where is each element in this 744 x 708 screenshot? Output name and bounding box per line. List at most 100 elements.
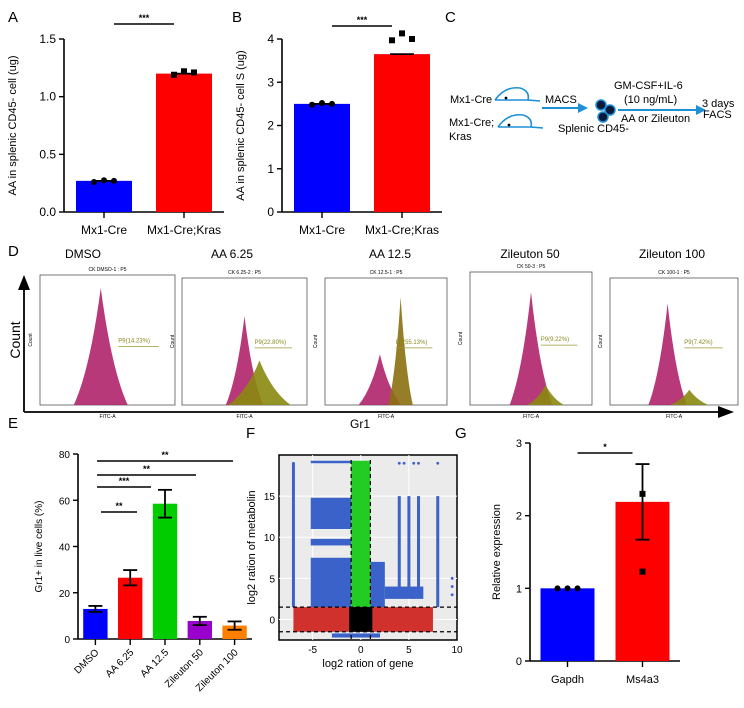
bar	[76, 180, 132, 212]
scatter-cluster	[310, 538, 352, 546]
bar	[374, 54, 430, 213]
scatter-point	[292, 461, 295, 465]
y-tick-label: 2	[516, 511, 522, 523]
y-axis-label-count: Count	[598, 334, 604, 348]
data-point	[574, 585, 581, 592]
panel-d-flow: DMSO CK DMSO-1 : P5 P9(14.23%) FITC-A Count A…	[7, 247, 739, 431]
x-tick-label: 5	[406, 645, 412, 656]
arrow-head-icon	[18, 275, 30, 290]
cells-icon	[595, 99, 616, 123]
bar	[156, 73, 212, 212]
y-axis-label-count: Count	[170, 334, 176, 348]
scatter-column	[397, 496, 401, 595]
step-macs: MACS	[545, 94, 577, 106]
count-axis-label: Count	[7, 321, 23, 358]
x-tick-label: 10	[451, 645, 463, 656]
mouse-icon	[497, 113, 544, 129]
histogram-header: CK 6.25-2 : P5	[228, 270, 261, 276]
data-point	[554, 585, 561, 592]
x-tick-label: Mx1-Cre;Kras	[365, 223, 439, 237]
histogram-header: CK 12.5-1 : P5	[370, 270, 403, 276]
arrow-icon	[542, 103, 588, 113]
y-tick-label: 2	[267, 119, 274, 133]
data-point	[171, 71, 177, 78]
panel-label-b: B	[232, 9, 242, 26]
x-axis-label: FITC-A	[378, 414, 395, 420]
scatter-point	[450, 585, 454, 588]
y-tick-label: 0	[267, 205, 274, 219]
scatter-point	[436, 461, 440, 465]
scatter-cluster	[384, 586, 424, 599]
significance-label: ***	[119, 476, 130, 486]
y-tick-label: 1	[516, 583, 522, 595]
scatter-point	[450, 593, 454, 597]
y-tick-label: 15	[264, 492, 276, 503]
y-tick-label: 60	[59, 496, 71, 507]
data-point	[639, 568, 646, 575]
scatter-point	[450, 576, 454, 580]
panel-label-a: A	[8, 9, 18, 26]
scatter-point	[402, 461, 406, 465]
x-axis-label: FITC-A	[99, 414, 116, 420]
mouse-label-mx1cre: Mx1-Cre	[450, 94, 492, 106]
x-axis-label: FITC-A	[666, 414, 683, 420]
chart-a: 0.0 0.5 1.0 1.5 AA in splenic CD45- cell (ug…	[7, 13, 224, 237]
scatter-point	[412, 461, 416, 465]
scatter-cluster	[310, 497, 352, 529]
scatter-cluster	[310, 557, 352, 608]
histogram-peak	[388, 297, 413, 405]
arrow-head-icon	[718, 406, 734, 418]
significance-label: **	[115, 501, 123, 511]
histogram-header: CK 100-1 : P5	[658, 270, 690, 276]
x-axis-label: log2 ration of gene	[322, 658, 413, 670]
bar	[540, 588, 595, 661]
significance-label: **	[143, 464, 151, 474]
scatter-point	[397, 461, 401, 465]
significance-label: ***	[139, 13, 150, 23]
chart-e: 0 20 40 60 80 Gr1+ in live cells (%) DMSO AA 6.…	[34, 450, 252, 694]
x-tick-label: AA 12.5	[139, 647, 172, 680]
y-axis-label: AA in splenic CD45- cell S (ug)	[235, 50, 247, 200]
end-label-days: 3 days	[702, 98, 735, 110]
y-tick-label: 5	[269, 574, 275, 585]
chart-g: 0 1 2 3 Relative expression Gapdh Ms4a3 *	[491, 438, 680, 686]
x-tick-label: 0	[358, 645, 364, 656]
histogram-title: AA 6.25	[211, 247, 253, 261]
y-tick-label: 80	[59, 450, 71, 461]
histogram-title: DMSO	[65, 247, 101, 261]
panel-label-f: F	[246, 425, 255, 442]
data-point	[389, 37, 395, 44]
mouse-label-kras-2: Kras	[449, 131, 472, 143]
panel-label-e: E	[8, 415, 18, 432]
y-axis-label: AA in splenic CD45- cell (ug)	[7, 55, 19, 195]
x-axis-label: FITC-A	[236, 414, 253, 420]
y-axis-label-count: Count	[28, 333, 34, 347]
gr1-axis-label: Gr1	[350, 417, 370, 431]
scatter-cluster	[349, 607, 373, 632]
x-tick-label: Ms4a3	[626, 674, 659, 686]
bar	[294, 103, 350, 212]
x-tick-label: AA 6.25	[104, 647, 137, 680]
y-tick-label: 1.5	[39, 32, 56, 46]
y-tick-label: 4	[267, 32, 274, 46]
y-tick-label: 0.5	[39, 147, 56, 161]
chart-f: -5 0 5 10 0 5 10 15 log2 ration of gene log2 rati…	[246, 454, 463, 670]
histogram-title: AA 12.5	[369, 247, 411, 261]
gate-label: P9(14.23%)	[118, 339, 150, 345]
diagram-c: Mx1-Cre Mx1-Cre; Kras MACS Splenic CD45-…	[449, 80, 735, 143]
data-point	[191, 69, 197, 76]
histogram-title: Zileuton 50	[500, 247, 560, 261]
x-tick-label: -5	[308, 645, 317, 656]
panel-label-c: C	[445, 9, 456, 26]
significance-label: *	[603, 442, 607, 452]
x-tick-label: DMSO	[73, 647, 102, 676]
data-point	[409, 36, 415, 42]
y-axis-label: Gr1+ in live cells (%)	[34, 501, 45, 593]
y-tick-label: 10	[264, 533, 276, 544]
treatment-label-1: GM-CSF+IL-6	[614, 80, 683, 92]
gate-label: P9(7.42%)	[684, 340, 712, 346]
y-tick-label: 0	[64, 635, 70, 646]
y-axis-label: log2 ration of metabolin	[246, 490, 258, 604]
treatment-label-2: (10 ng/mL)	[624, 94, 677, 106]
x-axis-label: FITC-A	[523, 414, 540, 420]
